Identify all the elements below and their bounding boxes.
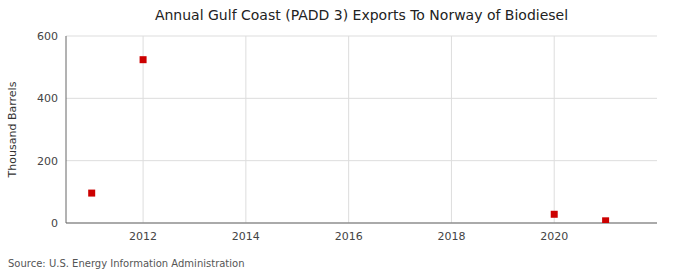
point xyxy=(602,217,609,223)
x-tick-label: 2012 xyxy=(129,230,157,243)
y-grid-line xyxy=(66,98,657,99)
x-grid-line xyxy=(554,36,555,223)
source-note: Source: U.S. Energy Information Administ… xyxy=(8,258,245,269)
x-tick-label: 2016 xyxy=(335,230,363,243)
x-tick-label: 2014 xyxy=(232,230,260,243)
background xyxy=(0,0,675,275)
y-grid-line xyxy=(66,36,657,37)
x-tick-label: 2018 xyxy=(437,230,465,243)
chart-svg: 0 200 400 600 2012 2014 2016 2018 2020 Annual Gul… xyxy=(0,0,675,275)
grid xyxy=(66,36,657,223)
chart-container: 0 200 400 600 2012 2014 2016 2018 2020 Annual Gul… xyxy=(0,0,675,275)
x-axis-line xyxy=(66,223,657,224)
x-grid-line xyxy=(245,36,246,223)
y-tick-label: 0 xyxy=(51,217,58,230)
y-tick-label: 400 xyxy=(37,92,58,105)
y-grid-line xyxy=(66,223,657,224)
point xyxy=(551,211,558,218)
point xyxy=(88,190,95,197)
points xyxy=(88,56,609,223)
tick-labels: 0 200 400 600 2012 2014 2016 2018 2020 xyxy=(37,30,568,243)
y-grid-line xyxy=(66,160,657,161)
point xyxy=(140,56,147,63)
y-axis-label: Thousand Barrels xyxy=(6,81,19,178)
x-grid-line xyxy=(451,36,452,223)
y-axis-line xyxy=(66,36,67,223)
title: Annual Gulf Coast (PADD 3) Exports To No… xyxy=(155,7,568,23)
y-tick-label: 200 xyxy=(37,155,58,168)
x-grid-line xyxy=(348,36,349,223)
x-tick-label: 2020 xyxy=(540,230,568,243)
y-tick-label: 600 xyxy=(37,30,58,43)
x-grid-line xyxy=(143,36,144,223)
